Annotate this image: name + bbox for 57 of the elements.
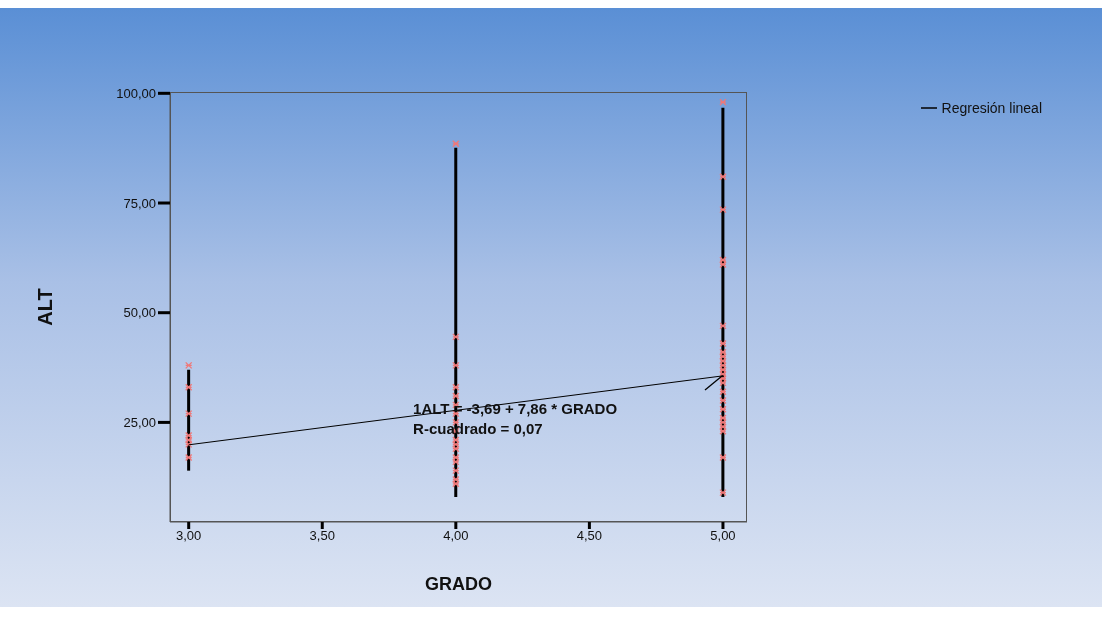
point (719, 370, 727, 378)
point (719, 414, 727, 422)
point (719, 205, 727, 214)
point (719, 423, 727, 431)
point (719, 98, 727, 106)
point (719, 379, 727, 387)
y-tick-label: 100,00 (116, 85, 156, 101)
point (719, 405, 727, 413)
point (452, 445, 460, 453)
point (185, 440, 193, 448)
point (719, 396, 727, 405)
legend-label: Regresión lineal (941, 100, 1042, 116)
point (719, 427, 727, 435)
point (185, 361, 193, 370)
point (719, 322, 727, 330)
y-tick-label: 25,00 (123, 415, 156, 431)
point (719, 352, 727, 361)
point (185, 383, 193, 391)
point (719, 256, 727, 264)
point (719, 418, 727, 427)
point (452, 383, 460, 391)
point (452, 467, 460, 475)
y-tick-label: 50,00 (123, 305, 156, 321)
point (719, 339, 727, 348)
point (719, 453, 727, 462)
point (719, 173, 727, 181)
x-axis-title: GRADO (425, 573, 492, 594)
point (452, 436, 460, 444)
point (452, 333, 460, 341)
point (719, 366, 727, 374)
x-tick-label: 3,00 (176, 528, 202, 544)
point (719, 488, 727, 497)
point (719, 348, 727, 356)
point (719, 361, 727, 370)
point (452, 458, 460, 466)
y-tick-label: 75,00 (123, 195, 156, 211)
point (452, 480, 460, 488)
point (452, 392, 460, 400)
x-tick-label: 5,00 (710, 528, 736, 544)
point (185, 453, 193, 462)
point (719, 357, 727, 365)
annotation: R-cuadrado = 0,07 (413, 420, 543, 438)
point (719, 260, 727, 269)
point (185, 436, 193, 444)
point (719, 374, 727, 383)
x-tick-label: 4,50 (576, 528, 603, 544)
point (185, 409, 193, 418)
point (452, 475, 460, 484)
point (185, 431, 193, 440)
point (452, 453, 460, 462)
point (719, 388, 727, 396)
y-axis-title: ALT (34, 288, 57, 326)
x-tick-label: 4,00 (443, 528, 469, 544)
point (452, 140, 460, 148)
point (452, 440, 460, 448)
x-tick-label: 3,50 (309, 528, 335, 544)
point (452, 361, 460, 370)
